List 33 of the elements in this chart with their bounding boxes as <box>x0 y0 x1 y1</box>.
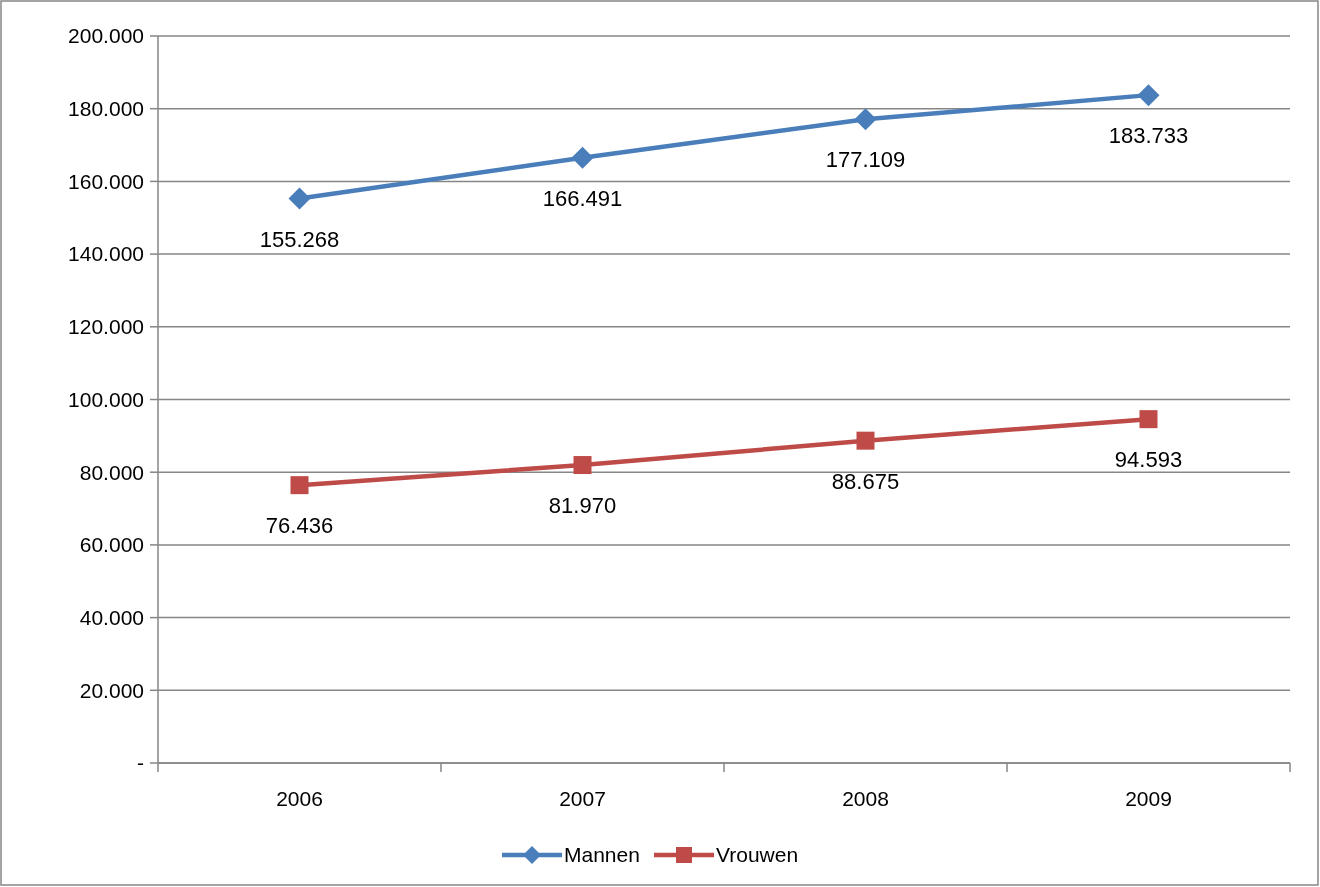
y-tick-label: 20.000 <box>79 678 144 702</box>
data-label: 76.436 <box>265 513 334 539</box>
data-label: 177.109 <box>825 147 906 173</box>
point <box>571 146 594 169</box>
point <box>856 431 875 450</box>
y-tick-label: 60.000 <box>79 533 144 557</box>
y-tick-label: 120.000 <box>68 315 144 339</box>
point <box>290 476 309 495</box>
y-tick-label: 100.000 <box>68 387 144 411</box>
point <box>854 108 877 131</box>
y-tick-label: - <box>137 751 144 775</box>
point <box>288 187 311 210</box>
y-tick-label: 80.000 <box>79 460 144 484</box>
point <box>573 456 592 475</box>
x-tick-label: 2006 <box>276 787 323 810</box>
data-label: 88.675 <box>831 468 900 494</box>
point <box>1139 410 1158 429</box>
data-label: 183.733 <box>1108 123 1189 149</box>
x-tick-label: 2009 <box>1125 787 1172 810</box>
y-tick-label: 200.000 <box>68 24 144 48</box>
point <box>1137 84 1160 107</box>
y-tick-label: 180.000 <box>68 97 144 121</box>
x-tick-label: 2008 <box>842 787 889 810</box>
data-label: 166.491 <box>542 185 623 211</box>
y-tick-label: 40.000 <box>79 605 144 629</box>
data-label: 94.593 <box>1114 447 1183 473</box>
legend-label: Vrouwen <box>716 843 799 867</box>
data-label: 155.268 <box>259 226 340 252</box>
data-label: 81.970 <box>548 493 617 519</box>
y-tick-label: 160.000 <box>68 169 144 193</box>
y-tick-label: 140.000 <box>68 242 144 266</box>
legend-label: Mannen <box>564 843 640 867</box>
x-tick-label: 2007 <box>559 787 606 810</box>
